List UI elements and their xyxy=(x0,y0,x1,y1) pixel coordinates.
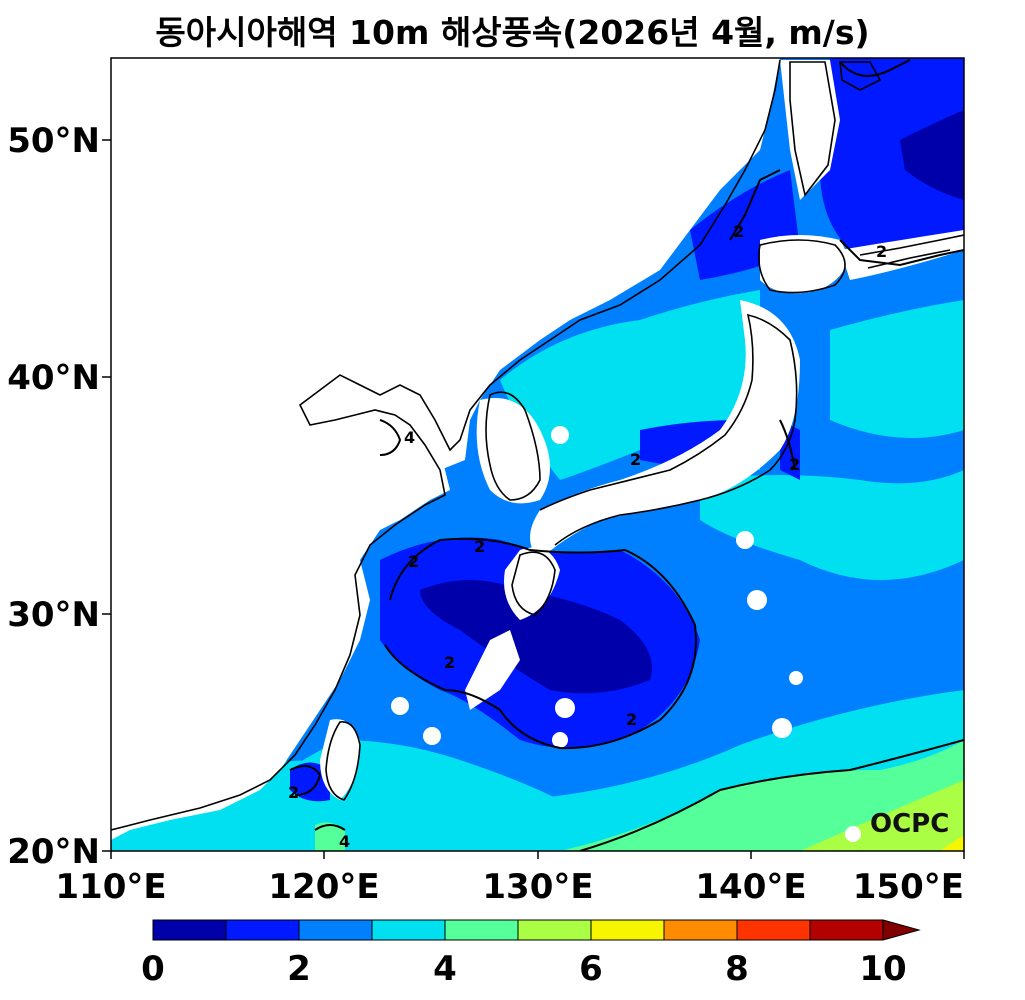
colorbar-bin xyxy=(736,919,811,941)
colorbar-bin xyxy=(152,919,227,941)
island-iwo xyxy=(772,718,792,738)
band-okhotsk xyxy=(820,58,964,255)
island-hachijo xyxy=(747,590,767,610)
taiwan xyxy=(320,719,360,800)
island-izu xyxy=(736,531,754,549)
y-tick-label: 20°N xyxy=(7,832,100,872)
colorbar-bin xyxy=(225,919,300,941)
island-daito xyxy=(555,698,575,718)
contour-lines xyxy=(289,59,964,851)
y-tick-label: 40°N xyxy=(7,358,100,398)
contour-label: 2 xyxy=(288,783,299,802)
contour-label: 2 xyxy=(474,537,485,556)
contour-label: 2 xyxy=(408,552,419,571)
colorbar-extend-arrow xyxy=(882,919,921,941)
colorbar-bin xyxy=(809,919,884,941)
colorbar-bin xyxy=(590,919,665,941)
colorbar-tick-label: 6 xyxy=(579,949,603,989)
x-tick-label: 150°E xyxy=(853,867,964,907)
colorbar-bin xyxy=(371,919,446,941)
band-south-high xyxy=(315,822,345,851)
colorbar: 0 2 4 6 8 10 xyxy=(141,919,921,989)
band-4-5 xyxy=(560,740,964,851)
contour-label: 2 xyxy=(876,242,887,261)
contour-label: 4 xyxy=(404,428,415,447)
island-okinotori xyxy=(552,732,568,748)
colorbar-bin xyxy=(298,919,373,941)
band-okhotsk-core xyxy=(900,110,964,200)
contour-labels: 2 2 2 2 2 2 2 2 2 4 4 xyxy=(288,222,887,851)
y-tick-label: 50°N xyxy=(7,121,100,161)
contour-label: 2 xyxy=(789,455,800,474)
band-taiwan-low xyxy=(290,762,330,802)
contour-label: 2 xyxy=(444,653,455,672)
island-ulleung xyxy=(551,426,569,444)
island-yaeyama xyxy=(423,727,441,745)
asian-continent xyxy=(111,58,780,840)
colorbar-tick-label: 8 xyxy=(725,949,749,989)
x-axis: 110°E 120°E 130°E 140°E 150°E xyxy=(55,851,965,907)
colorbar-tick-label: 4 xyxy=(433,949,457,989)
contour-label: 2 xyxy=(630,450,641,469)
band-5-6 xyxy=(800,780,964,851)
coastlines xyxy=(111,59,964,831)
contour-label: 2 xyxy=(733,222,744,241)
x-tick-label: 140°E xyxy=(695,867,806,907)
colorbar-tick-label: 0 xyxy=(141,949,165,989)
island-south xyxy=(845,826,861,842)
x-tick-label: 110°E xyxy=(55,867,166,907)
y-tick-label: 30°N xyxy=(7,595,100,635)
ocpc-watermark: OCPC xyxy=(870,809,949,839)
map-title: 동아시아해역 10m 해상풍속(2026년 4월, m/s) xyxy=(155,13,870,52)
honshu xyxy=(530,300,800,560)
colorbar-tick-label: 10 xyxy=(859,949,906,989)
band-ecs-core xyxy=(420,580,652,694)
band-east-north xyxy=(830,300,964,438)
colorbar-bin xyxy=(663,919,738,941)
hokkaido xyxy=(760,235,847,294)
contour-label: 2 xyxy=(626,710,637,729)
wind-field xyxy=(111,58,964,851)
colorbar-tick-label: 2 xyxy=(287,949,311,989)
sakhalin xyxy=(780,60,840,200)
contour-label: 4 xyxy=(339,832,350,851)
x-tick-label: 130°E xyxy=(482,867,593,907)
island-bonin xyxy=(789,671,803,685)
band-6-7 xyxy=(940,835,964,851)
colorbar-bin xyxy=(517,919,592,941)
colorbar-bin xyxy=(444,919,519,941)
band-east-mid xyxy=(700,470,964,580)
korean-peninsula xyxy=(476,398,550,504)
x-tick-label: 120°E xyxy=(268,867,379,907)
island-senkaku xyxy=(391,697,409,715)
ryukyu-islands xyxy=(465,630,520,710)
y-axis: 50°N 40°N 30°N 20°N xyxy=(7,121,111,872)
